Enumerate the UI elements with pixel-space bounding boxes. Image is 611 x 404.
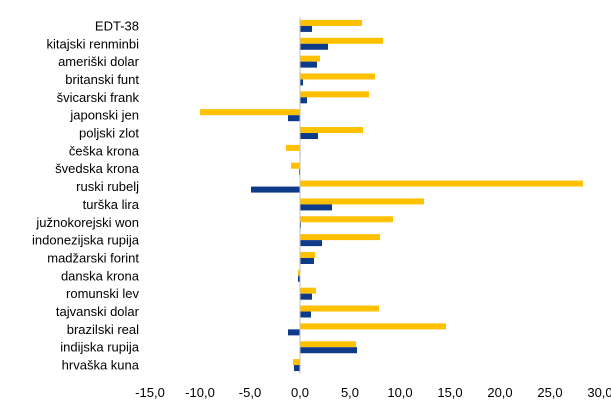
- category-label-madzarski-forint: madžarski forint: [47, 250, 139, 265]
- bar-series-1-brazilski-real: [300, 323, 446, 330]
- bar-series-1-indijska-rupija: [300, 341, 356, 348]
- category-label-poljski-zlot: poljski zlot: [79, 126, 139, 141]
- category-label-japonski-jen: japonski jen: [69, 108, 139, 123]
- category-label-indijska-rupija: indijska rupija: [60, 340, 140, 355]
- bar-series-2-madzarski-forint: [300, 257, 314, 264]
- category-label-indonezijska-rupija: indonezijska rupija: [32, 233, 140, 248]
- category-label-kitajski-renminbi: kitajski renminbi: [47, 36, 140, 51]
- category-label-edt-38: EDT-38: [95, 18, 139, 33]
- bar-series-2-poljski-zlot: [300, 133, 318, 140]
- x-tick-label: 30,0: [587, 385, 611, 400]
- x-tick-label: 5,0: [341, 385, 359, 400]
- bar-series-1-poljski-zlot: [300, 127, 363, 134]
- bar-series-2-japonski-jen: [288, 115, 300, 122]
- x-tick-label: -5,0: [239, 385, 261, 400]
- bar-series-2-ameriski-dolar: [300, 61, 317, 68]
- x-tick-label: 10,0: [387, 385, 412, 400]
- category-label-ameriski-dolar: ameriški dolar: [58, 54, 140, 69]
- bar-series-1-danska-krona: [298, 269, 300, 276]
- bar-series-1-svicarski-frank: [300, 91, 369, 98]
- bar-series-1-ruski-rubelj: [300, 180, 583, 187]
- category-label-juznokorejski-won: južnokorejski won: [35, 215, 139, 230]
- x-axis-tick-labels: -15,0 -10,0 -5,0 0,0 5,0 10,0 15,0 20,0 25,0 30,0: [135, 385, 611, 400]
- bar-series-2-edt-38: [300, 25, 312, 32]
- bar-series-2-turska-lira: [300, 204, 332, 211]
- category-label-svedska-krona: švedska krona: [55, 161, 140, 176]
- x-tick-label: 15,0: [437, 385, 462, 400]
- x-tick-label: 25,0: [537, 385, 562, 400]
- bar-series-2-ruski-rubelj: [251, 186, 300, 193]
- bar-series-2-britanski-funt: [300, 79, 303, 86]
- bar-series-1-madzarski-forint: [300, 251, 315, 258]
- bar-series-1-ameriski-dolar: [300, 55, 320, 62]
- x-tick-label: 20,0: [487, 385, 512, 400]
- bar-series-1-edt-38: [300, 19, 362, 26]
- category-label-tajvanski-dolar: tajvanski dolar: [56, 304, 140, 319]
- bar-series-1-turska-lira: [300, 198, 424, 205]
- bar-series-1-ceska-krona: [286, 144, 300, 151]
- category-label-turska-lira: turška lira: [83, 197, 140, 212]
- bar-series-2-kitajski-renminbi: [300, 43, 328, 50]
- bar-series-2-brazilski-real: [288, 329, 300, 336]
- category-label-ruski-rubelj: ruski rubelj: [76, 179, 139, 194]
- bar-series-1-svedska-krona: [291, 162, 300, 169]
- x-tick-label: -15,0: [135, 385, 165, 400]
- category-label-britanski-funt: britanski funt: [65, 72, 139, 87]
- bar-series-2-romunski-lev: [300, 293, 312, 300]
- bar-series-1-romunski-lev: [300, 287, 316, 294]
- bar-series-1-kitajski-renminbi: [300, 37, 383, 44]
- category-label-hrvaska-kuna: hrvaška kuna: [62, 358, 140, 373]
- bar-series-2-danska-krona: [298, 275, 300, 282]
- x-tick-label: -10,0: [185, 385, 215, 400]
- bars-layer: [200, 19, 583, 372]
- category-label-danska-krona: danska krona: [61, 268, 140, 283]
- bar-series-1-britanski-funt: [300, 73, 375, 80]
- bar-series-1-hrvaska-kuna: [293, 359, 300, 366]
- bar-series-2-hrvaska-kuna: [294, 365, 300, 372]
- category-label-svicarski-frank: švicarski frank: [57, 90, 140, 105]
- category-label-ceska-krona: češka krona: [69, 143, 140, 158]
- bar-series-2-svicarski-frank: [300, 97, 307, 104]
- bar-series-2-indijska-rupija: [300, 347, 357, 354]
- category-label-romunski-lev: romunski lev: [66, 286, 139, 301]
- bar-series-1-japonski-jen: [200, 109, 300, 116]
- bar-series-1-tajvanski-dolar: [300, 305, 379, 312]
- x-tick-label: 0,0: [291, 385, 309, 400]
- bar-series-2-indonezijska-rupija: [300, 240, 322, 247]
- category-labels: EDT-38 kitajski renminbi ameriški dolar bri…: [32, 18, 140, 372]
- bar-series-2-tajvanski-dolar: [300, 311, 311, 318]
- category-label-brazilski-real: brazilski real: [67, 322, 139, 337]
- bar-series-1-juznokorejski-won: [300, 216, 393, 223]
- bar-series-1-indonezijska-rupija: [300, 234, 380, 241]
